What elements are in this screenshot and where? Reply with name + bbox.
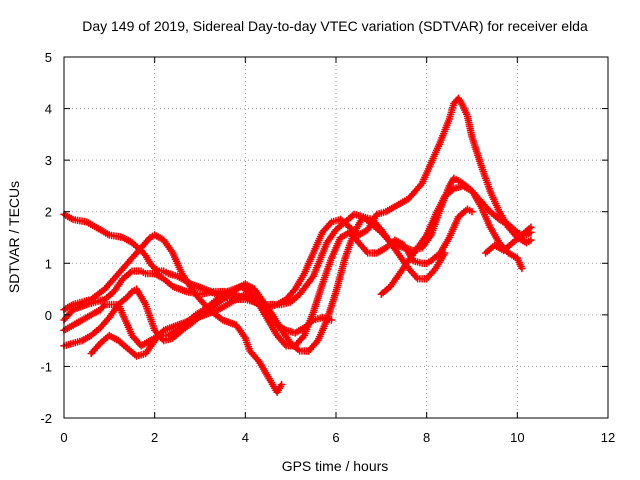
y-tick-label: 0 — [45, 308, 52, 323]
y-tick-label: 3 — [45, 153, 52, 168]
y-tick-label: -1 — [40, 359, 52, 374]
y-tick-label: 1 — [45, 256, 52, 271]
x-axis-label: GPS time / hours — [282, 458, 389, 474]
x-tick-label: 0 — [60, 430, 67, 445]
x-tick-label: 2 — [151, 430, 158, 445]
y-tick-label: 5 — [45, 50, 52, 65]
y-tick-label: 2 — [45, 205, 52, 220]
y-axis-ticks: -2 -1 0 1 2 3 4 5 — [40, 50, 608, 426]
y-tick-label: -2 — [40, 411, 52, 426]
chart-title: Day 149 of 2019, Sidereal Day-to-day VTE… — [82, 18, 588, 34]
plot-area — [60, 94, 535, 396]
series-markers — [87, 290, 336, 360]
x-tick-label: 6 — [332, 430, 339, 445]
x-tick-label: 4 — [242, 430, 249, 445]
y-tick-label: 4 — [45, 102, 52, 117]
series-markers — [481, 223, 535, 257]
x-tick-label: 12 — [601, 430, 615, 445]
series-track-8 — [481, 223, 535, 257]
x-axis-ticks: 0 2 4 6 8 10 12 — [60, 57, 615, 445]
x-tick-label: 8 — [423, 430, 430, 445]
x-tick-label: 10 — [510, 430, 524, 445]
series-track-6 — [87, 290, 336, 360]
y-axis-label: SDTVAR / TECUs — [6, 181, 22, 293]
